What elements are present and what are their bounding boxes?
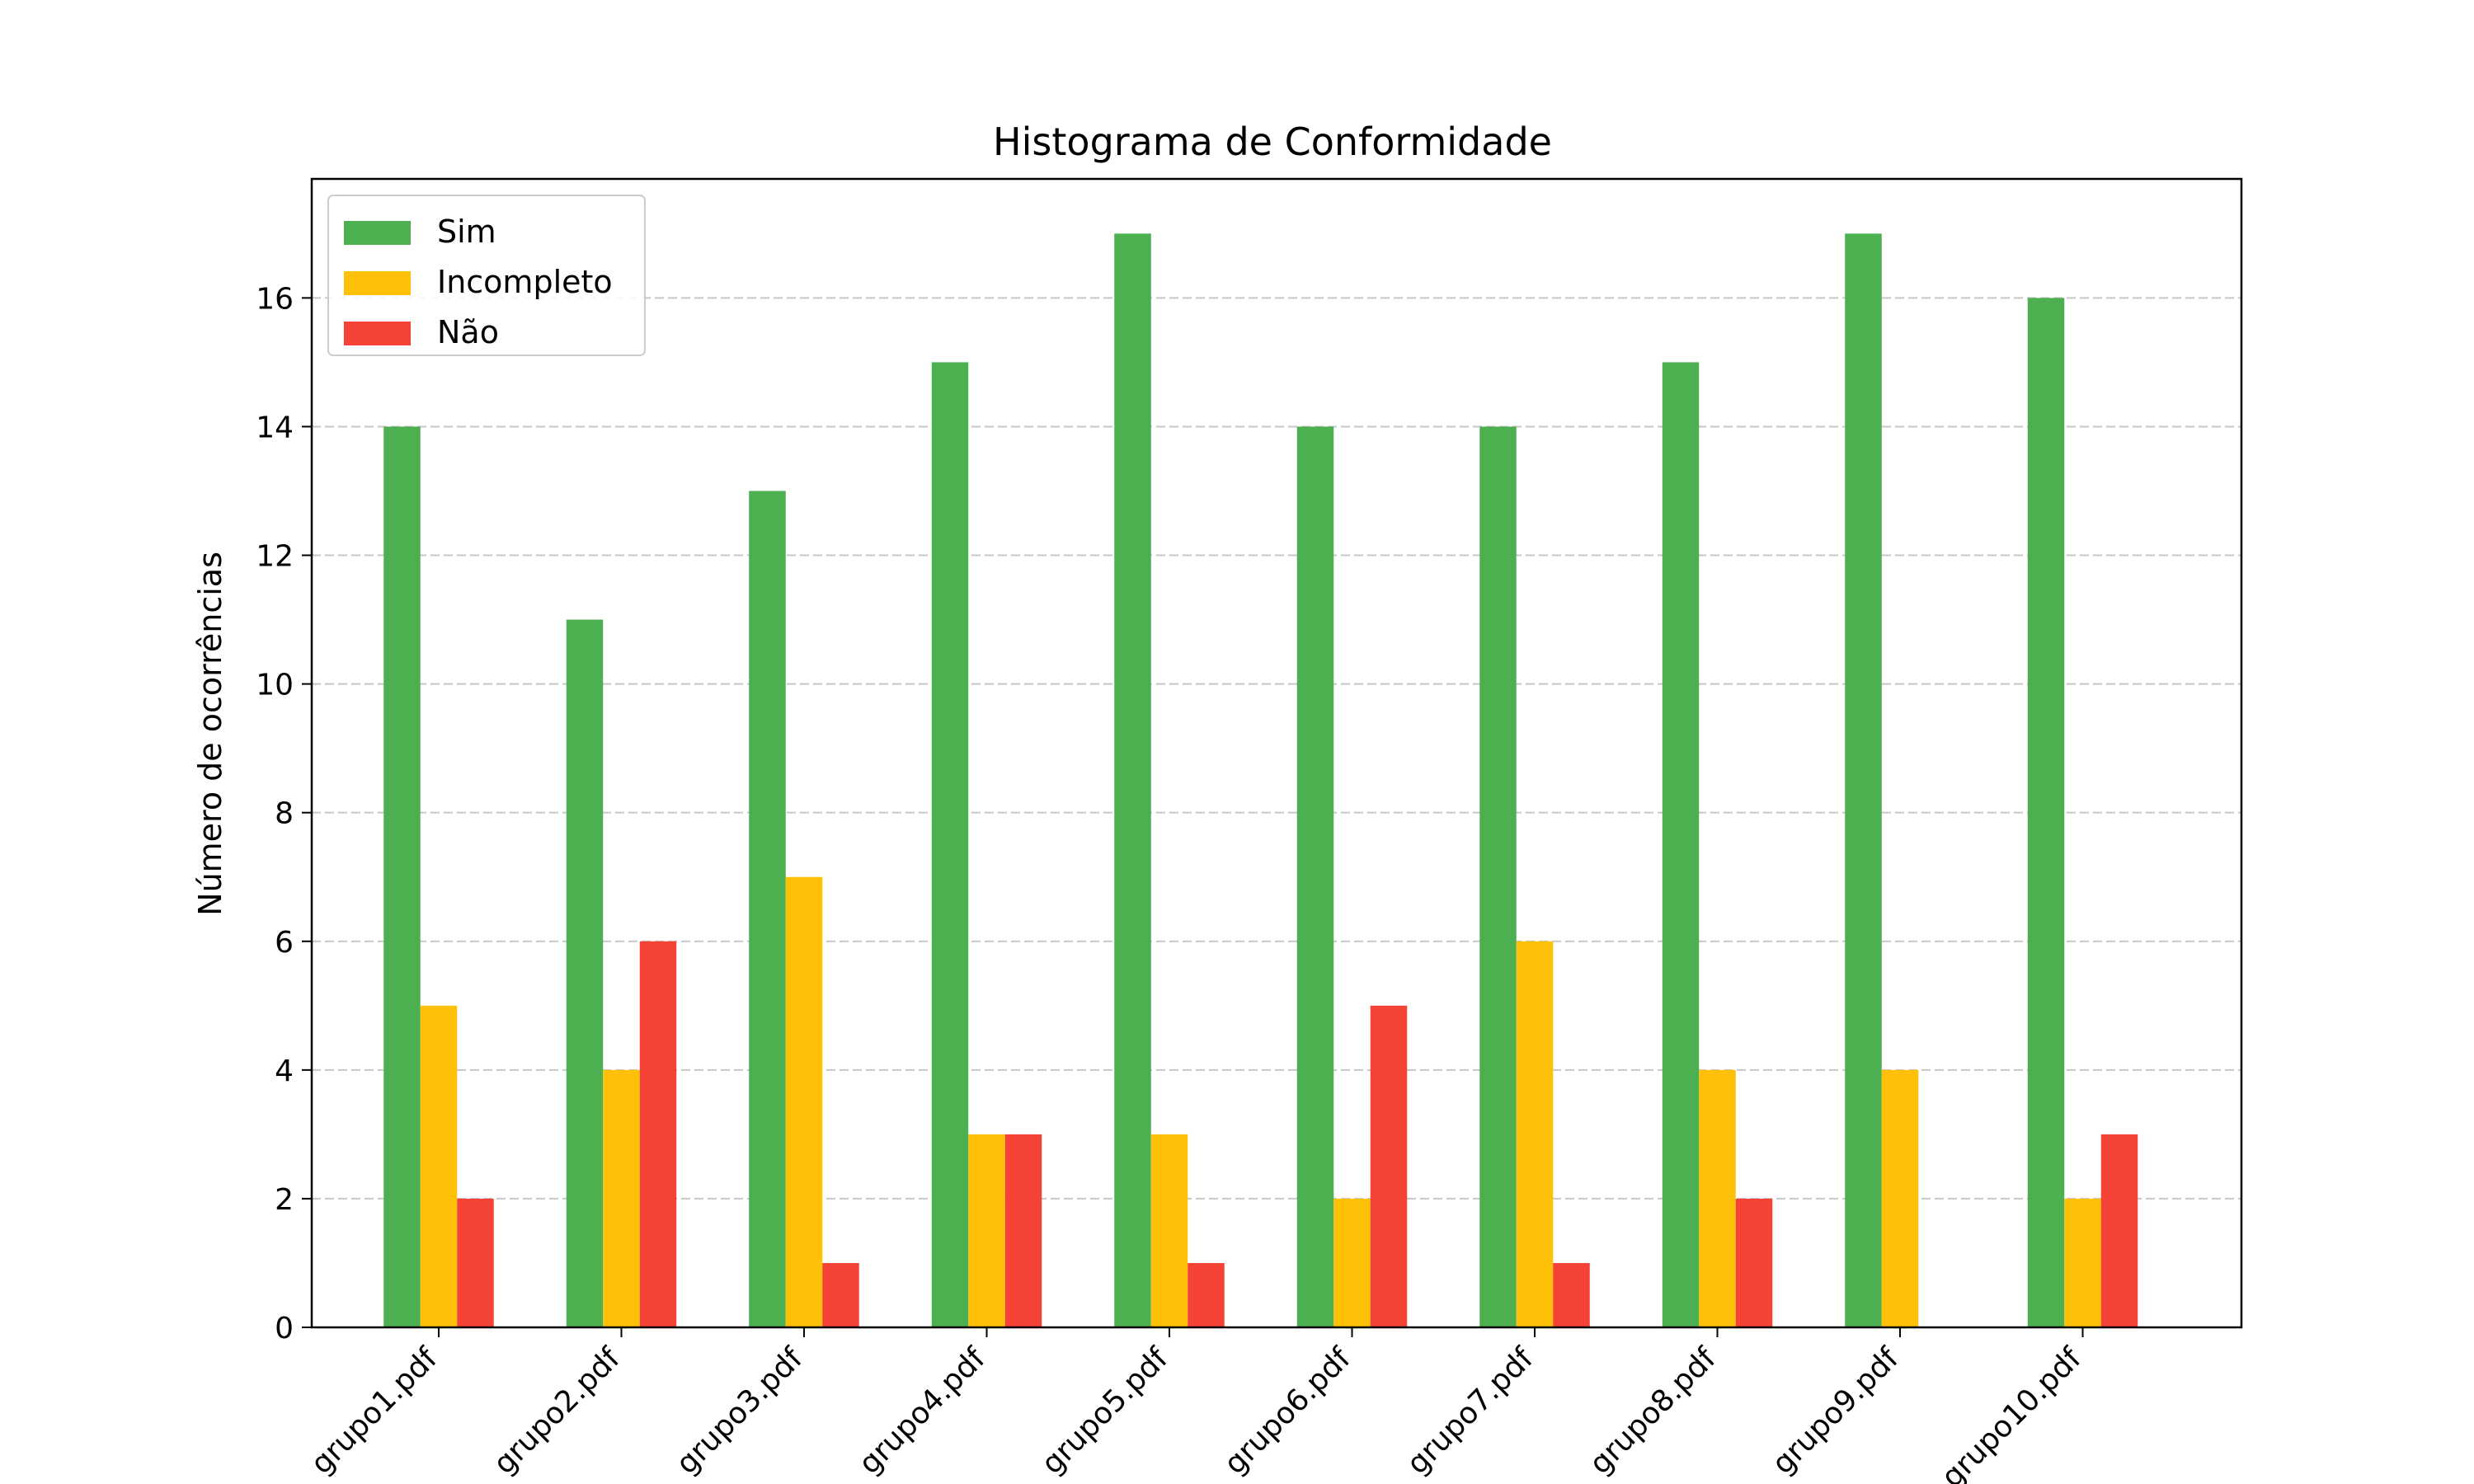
bar-incompleto-9	[1881, 1069, 1919, 1327]
y-tick-label: 8	[275, 797, 294, 831]
y-axis: 0 2 4 6 8 10 12 14 16	[256, 282, 312, 1345]
x-tick-label: grupo6.pdf	[1218, 1341, 1358, 1481]
bar-não-4	[1004, 1134, 1042, 1327]
bar-sim-3	[749, 491, 786, 1327]
bar-sim-2	[566, 619, 604, 1327]
x-tick-label: grupo4.pdf	[853, 1341, 993, 1481]
bar-não-7	[1553, 1262, 1590, 1327]
x-tick-label: grupo5.pdf	[1035, 1341, 1175, 1481]
bar-sim-7	[1479, 426, 1517, 1328]
y-tick-label: 14	[256, 411, 294, 444]
x-tick-label: grupo3.pdf	[670, 1341, 810, 1481]
bar-sim-5	[1114, 233, 1151, 1327]
x-tick-label: grupo1.pdf	[304, 1341, 444, 1481]
bar-incompleto-5	[1150, 1134, 1188, 1327]
y-tick-label: 12	[256, 540, 294, 574]
y-tick-label: 2	[275, 1183, 294, 1217]
plot-area-frame	[310, 177, 2243, 1329]
x-tick-label: grupo8.pdf	[1583, 1341, 1724, 1481]
y-tick-label: 10	[256, 669, 294, 702]
x-tick-label: grupo9.pdf	[1766, 1341, 1906, 1481]
y-tick-label: 4	[275, 1054, 294, 1088]
x-tick-label: grupo2.pdf	[487, 1341, 628, 1481]
x-tick-label: grupo7.pdf	[1400, 1341, 1540, 1481]
bar-incompleto-3	[785, 876, 823, 1327]
x-axis: grupo1.pdf grupo2.pdf grupo3.pdf grupo4.pdf…	[304, 1327, 2089, 1484]
bar-incompleto-10	[2064, 1198, 2101, 1327]
y-tick-label: 0	[275, 1312, 294, 1345]
bars	[383, 233, 2138, 1328]
bar-incompleto-4	[968, 1134, 1005, 1327]
bar-sim-10	[2027, 298, 2065, 1327]
y-axis-label: Número de ocorrências	[192, 552, 228, 916]
bar-não-1	[457, 1198, 494, 1327]
bar-sim-9	[1845, 233, 1882, 1327]
bar-não-6	[1370, 1005, 1408, 1327]
y-tick-label: 6	[275, 926, 294, 960]
bar-sim-8	[1662, 362, 1700, 1328]
bar-não-5	[1188, 1262, 1225, 1327]
y-tick-label: 16	[256, 282, 294, 316]
bar-não-2	[639, 941, 677, 1327]
bar-incompleto-2	[603, 1069, 640, 1327]
bar-incompleto-1	[420, 1005, 458, 1327]
legend-swatch-não	[344, 322, 411, 345]
legend-label: Sim	[437, 214, 496, 250]
legend-label: Não	[437, 314, 499, 350]
legend-label: Incompleto	[437, 264, 613, 300]
legend-swatch-sim	[344, 221, 411, 245]
bar-não-8	[1735, 1198, 1773, 1327]
bar-sim-6	[1296, 426, 1334, 1328]
legend-swatch-incompleto	[344, 271, 411, 295]
bar-incompleto-7	[1516, 941, 1554, 1327]
legend: Sim Incompleto Não	[327, 195, 646, 356]
chart-title: Histograma de Conformidade	[993, 120, 1552, 164]
bar-sim-4	[931, 362, 969, 1328]
bar-não-10	[2100, 1134, 2138, 1327]
bar-incompleto-6	[1333, 1198, 1371, 1327]
bar-incompleto-8	[1699, 1069, 1736, 1327]
bar-sim-1	[383, 426, 421, 1328]
bar-não-3	[822, 1262, 859, 1327]
x-tick-label: grupo10.pdf	[1935, 1341, 2089, 1484]
